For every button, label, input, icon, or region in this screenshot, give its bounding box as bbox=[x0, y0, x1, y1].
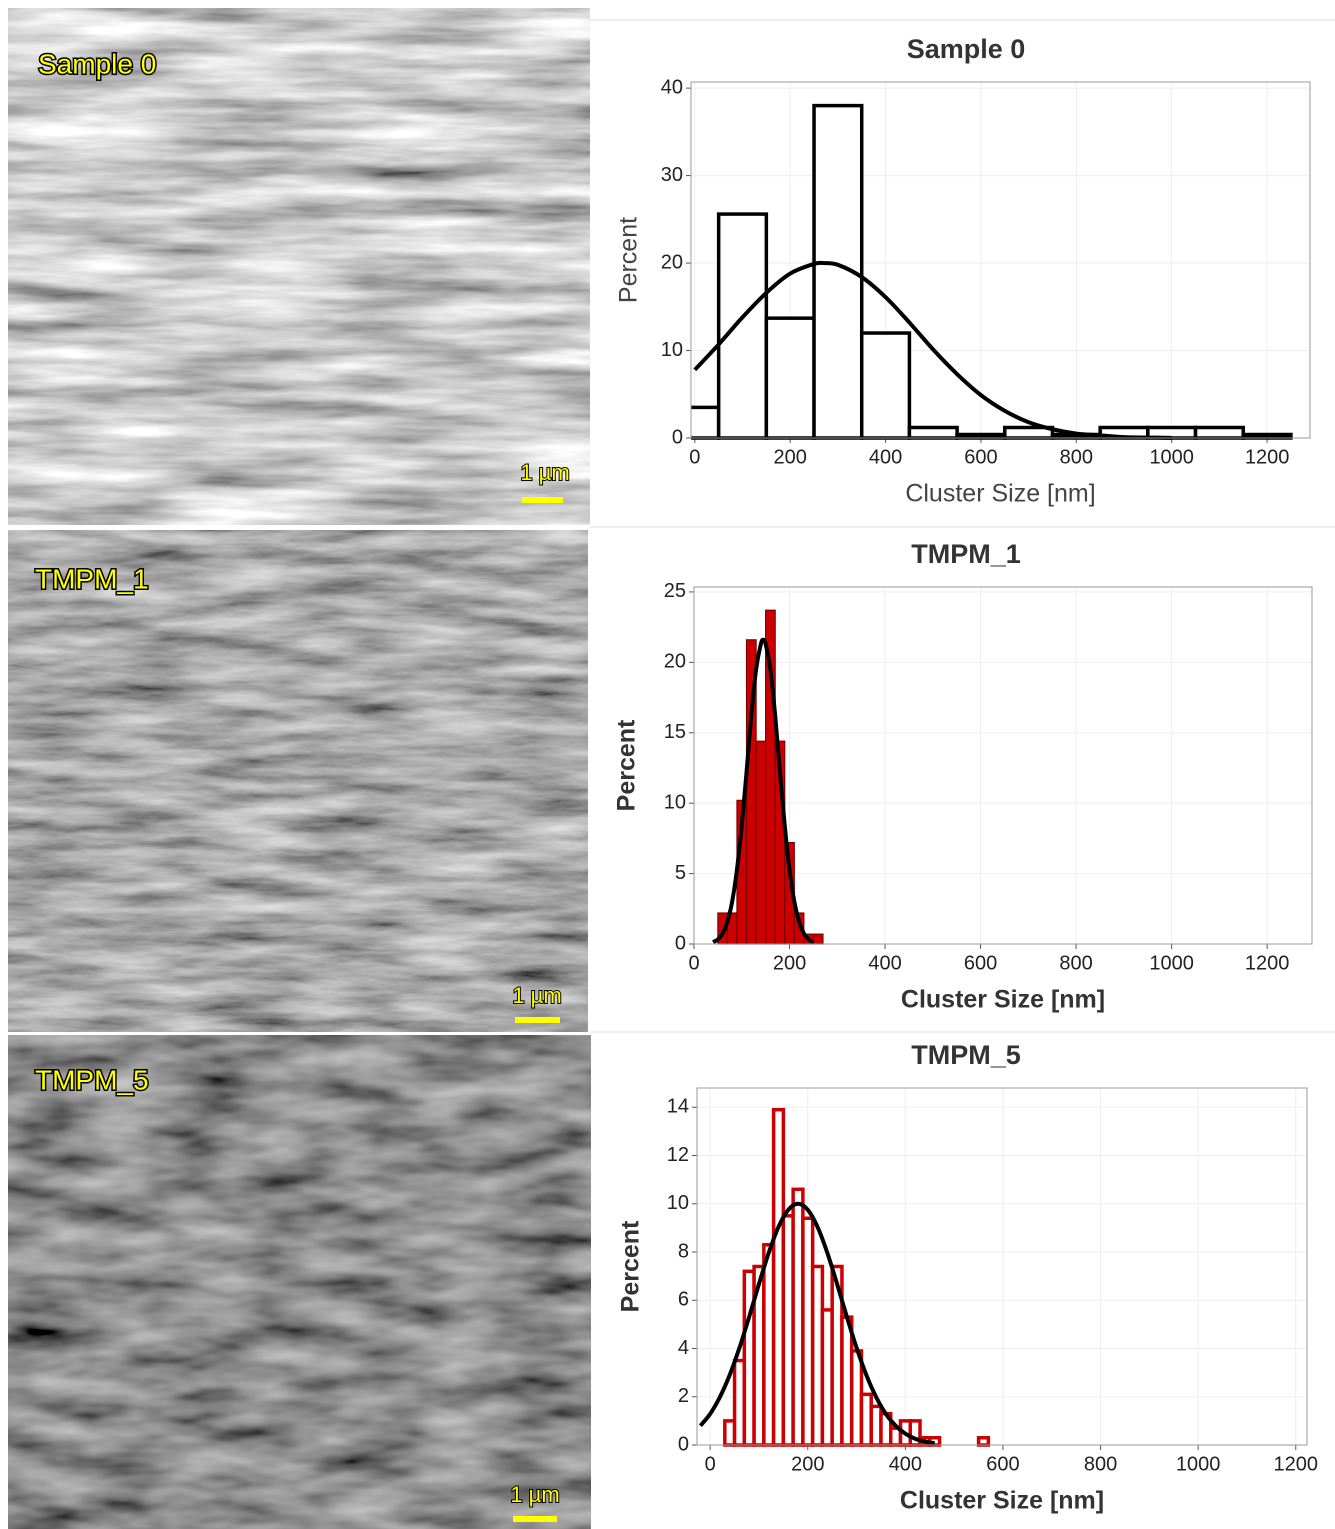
sem-image bbox=[8, 530, 588, 1032]
y-tick-label: 10 bbox=[667, 1192, 689, 1214]
scale-bar bbox=[515, 1017, 560, 1023]
x-tick-label: 0 bbox=[705, 1453, 716, 1475]
x-tick-label: 200 bbox=[773, 952, 806, 974]
x-tick-label: 400 bbox=[868, 952, 901, 974]
scale-bar-label: 1 µm bbox=[520, 460, 569, 485]
x-tick-label: 600 bbox=[986, 1453, 1019, 1475]
x-tick-label: 1000 bbox=[1176, 1453, 1221, 1475]
x-tick-label: 200 bbox=[791, 1453, 824, 1475]
x-tick-label: 600 bbox=[964, 952, 997, 974]
x-tick-label: 1200 bbox=[1245, 952, 1290, 974]
y-tick-label: 0 bbox=[675, 932, 686, 954]
fit-curve bbox=[712, 637, 815, 944]
histogram-bar bbox=[1241, 432, 1293, 440]
y-axis-label: Percent bbox=[615, 217, 643, 303]
scale-bar bbox=[513, 1516, 557, 1522]
y-tick-label: 0 bbox=[678, 1433, 689, 1455]
image-label: TMPM_1 bbox=[35, 563, 149, 594]
x-tick-label: 1200 bbox=[1245, 446, 1290, 468]
plot-frame bbox=[693, 586, 1313, 945]
x-axis-label: Cluster Size [nm] bbox=[900, 1487, 1104, 1515]
histogram-bar bbox=[907, 425, 959, 440]
y-axis-label: Percent bbox=[613, 719, 641, 811]
y-tick-label: 40 bbox=[661, 76, 683, 98]
histogram-bar bbox=[812, 933, 824, 945]
x-tick-label: 1000 bbox=[1149, 952, 1194, 974]
x-tick-label: 0 bbox=[689, 446, 700, 468]
y-tick-label: 20 bbox=[664, 651, 686, 673]
chart-title: TMPM_1 bbox=[911, 539, 1021, 569]
fit-curve bbox=[693, 260, 1172, 440]
histogram-bar bbox=[716, 212, 769, 440]
x-axis-label: Cluster Size [nm] bbox=[901, 986, 1105, 1014]
scale-bar bbox=[522, 497, 563, 503]
x-tick-label: 400 bbox=[889, 1453, 922, 1475]
fit-curve bbox=[698, 1201, 935, 1446]
x-tick-label: 800 bbox=[1084, 1453, 1117, 1475]
y-tick-label: 15 bbox=[664, 721, 686, 743]
x-tick-label: 600 bbox=[964, 446, 997, 468]
histogram-bar bbox=[764, 316, 816, 440]
y-tick-label: 14 bbox=[667, 1096, 689, 1118]
y-tick-label: 12 bbox=[667, 1144, 689, 1166]
image-label: TMPM_5 bbox=[35, 1064, 149, 1095]
histogram-bar bbox=[955, 432, 1007, 440]
y-tick-label: 4 bbox=[678, 1337, 689, 1359]
x-tick-label: 400 bbox=[869, 446, 902, 468]
x-axis-label: Cluster Size [nm] bbox=[905, 480, 1095, 508]
y-tick-label: 0 bbox=[672, 426, 683, 448]
scale-bar-label: 1 µm bbox=[510, 1482, 559, 1507]
plot-area bbox=[694, 587, 1312, 944]
y-tick-label: 10 bbox=[661, 339, 683, 361]
y-tick-label: 5 bbox=[675, 862, 686, 884]
histogram-bar bbox=[755, 740, 767, 945]
scale-bar-label: 1 µm bbox=[512, 983, 561, 1008]
sem-image bbox=[8, 1035, 591, 1529]
y-tick-label: 30 bbox=[661, 164, 683, 186]
chart-title: TMPM_5 bbox=[911, 1040, 1021, 1070]
histogram-bar bbox=[1193, 425, 1245, 440]
y-tick-label: 2 bbox=[678, 1385, 689, 1407]
y-tick-label: 6 bbox=[678, 1289, 689, 1311]
x-tick-label: 800 bbox=[1059, 952, 1092, 974]
sem-image bbox=[8, 8, 590, 525]
histogram-bar bbox=[976, 1436, 991, 1447]
x-tick-label: 800 bbox=[1060, 446, 1093, 468]
y-tick-label: 8 bbox=[678, 1240, 689, 1262]
y-tick-label: 25 bbox=[664, 580, 686, 602]
histogram-bar bbox=[859, 331, 912, 440]
x-tick-label: 200 bbox=[774, 446, 807, 468]
y-tick-label: 20 bbox=[661, 251, 683, 273]
chart-title: Sample 0 bbox=[907, 34, 1026, 64]
x-tick-label: 1200 bbox=[1274, 1453, 1319, 1475]
plot-frame bbox=[696, 1087, 1308, 1446]
y-axis-label: Percent bbox=[617, 1220, 645, 1312]
image-label: Sample 0 bbox=[38, 48, 156, 79]
x-tick-label: 0 bbox=[688, 952, 699, 974]
plot-frame bbox=[690, 81, 1311, 439]
y-tick-label: 10 bbox=[664, 791, 686, 813]
x-tick-label: 1000 bbox=[1149, 446, 1194, 468]
